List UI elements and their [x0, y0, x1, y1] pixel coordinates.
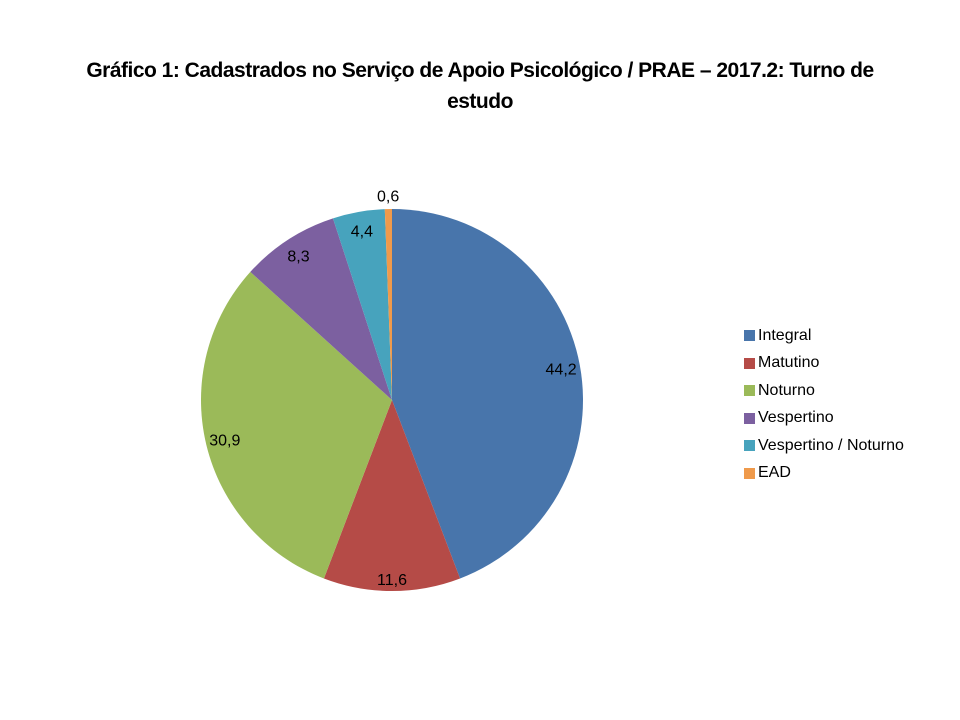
data-label-noturno: 30,9 [209, 433, 240, 450]
legend-swatch-ead [744, 467, 755, 479]
pie-slice-matutino [323, 400, 461, 592]
legend: Integral Matutino Noturno Vespertino Ves… [744, 322, 904, 487]
pie-slice-ead [384, 209, 392, 400]
legend-swatch-vespertino-noturno [744, 440, 755, 452]
legend-item-matutino: Matutino [744, 350, 904, 378]
legend-label-matutino: Matutino [758, 354, 820, 372]
pie-slice-vespertino-noturno [332, 209, 392, 400]
data-label-vespertino-noturno: 4,4 [351, 223, 373, 240]
legend-swatch-matutino [744, 357, 755, 369]
pie-slice-integral [392, 209, 584, 579]
legend-label-noturno: Noturno [758, 381, 815, 399]
legend-item-noturno: Noturno [744, 377, 904, 405]
chart-title-line1: Gráfico 1: Cadastrados no Serviço de Apo… [86, 59, 874, 82]
legend-item-vespertino: Vespertino [744, 405, 904, 433]
legend-swatch-vespertino [744, 412, 755, 424]
data-label-matutino: 11,6 [377, 572, 407, 589]
legend-swatch-integral [744, 330, 755, 342]
data-label-integral: 44,2 [546, 362, 577, 379]
data-label-vespertino: 8,3 [287, 248, 309, 265]
legend-item-ead: EAD [744, 460, 904, 488]
chart-title-line2: estudo [447, 90, 513, 113]
legend-label-integral: Integral [758, 326, 812, 344]
pie-slice-noturno [201, 271, 392, 579]
legend-swatch-noturno [744, 385, 755, 397]
legend-label-vespertino: Vespertino [758, 409, 834, 427]
legend-item-vespertino-noturno: Vespertino / Noturno [744, 432, 904, 460]
chart-title: Gráfico 1: Cadastrados no Serviço de Apo… [0, 55, 960, 117]
legend-item-integral: Integral [744, 322, 904, 350]
pie-slice-vespertino [250, 218, 392, 400]
legend-label-ead: EAD [758, 464, 791, 482]
legend-label-vespertino-noturno: Vespertino / Noturno [758, 436, 904, 454]
data-label-ead: 0,6 [377, 188, 399, 205]
